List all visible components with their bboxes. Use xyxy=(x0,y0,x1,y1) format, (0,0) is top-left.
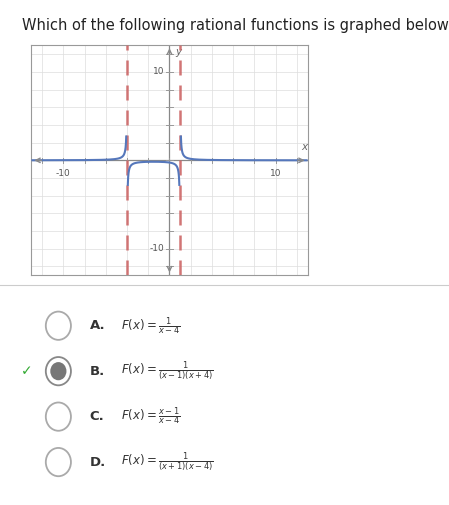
Text: $F(x) = \frac{x-1}{x-4}$: $F(x) = \frac{x-1}{x-4}$ xyxy=(121,406,181,427)
Text: $F(x) = \frac{1}{x-4}$: $F(x) = \frac{1}{x-4}$ xyxy=(121,315,181,336)
Text: Which of the following rational functions is graphed below?: Which of the following rational function… xyxy=(22,18,449,33)
Text: $F(x) = \frac{1}{(x-1)(x+4)}$: $F(x) = \frac{1}{(x-1)(x+4)}$ xyxy=(121,360,214,383)
Text: 10: 10 xyxy=(270,169,282,178)
Text: A.: A. xyxy=(90,319,106,332)
Text: -10: -10 xyxy=(150,244,164,253)
Text: ✓: ✓ xyxy=(21,364,33,378)
Text: D.: D. xyxy=(90,456,106,469)
Text: $F(x) = \frac{1}{(x+1)(x-4)}$: $F(x) = \frac{1}{(x+1)(x-4)}$ xyxy=(121,450,214,474)
Text: C.: C. xyxy=(90,410,105,423)
Text: -10: -10 xyxy=(56,169,70,178)
Text: y: y xyxy=(175,47,181,57)
Text: 10: 10 xyxy=(153,68,164,76)
Text: B.: B. xyxy=(90,365,105,378)
Text: x: x xyxy=(301,142,308,153)
